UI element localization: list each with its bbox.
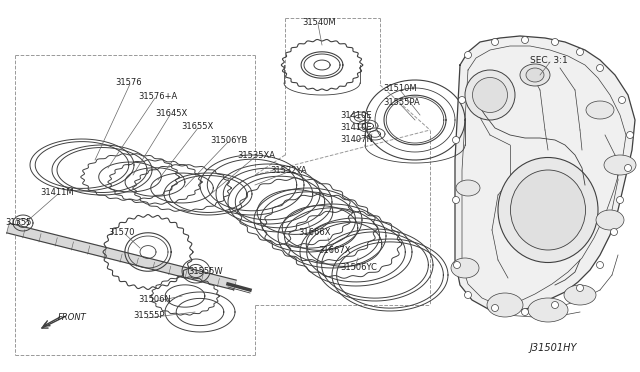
Ellipse shape (511, 170, 586, 250)
Ellipse shape (454, 262, 461, 269)
Ellipse shape (586, 101, 614, 119)
Ellipse shape (522, 36, 529, 44)
Ellipse shape (596, 262, 604, 269)
Ellipse shape (604, 155, 636, 175)
Text: 31555PA: 31555PA (383, 97, 420, 106)
Text: 31506N: 31506N (138, 295, 171, 305)
Text: 31576+A: 31576+A (138, 92, 177, 100)
Ellipse shape (611, 228, 618, 235)
Ellipse shape (451, 258, 479, 278)
Ellipse shape (552, 301, 559, 308)
Text: 31410E: 31410E (340, 110, 372, 119)
Polygon shape (455, 36, 635, 312)
Text: 31645X: 31645X (155, 109, 188, 118)
Ellipse shape (498, 157, 598, 263)
Text: 31540M: 31540M (302, 17, 335, 26)
Ellipse shape (564, 285, 596, 305)
Ellipse shape (492, 305, 499, 311)
Ellipse shape (596, 64, 604, 71)
Ellipse shape (492, 38, 499, 45)
Text: 31555: 31555 (5, 218, 31, 227)
Text: 31410E: 31410E (340, 122, 372, 131)
Text: 31555W: 31555W (188, 267, 223, 276)
Ellipse shape (526, 68, 544, 82)
Ellipse shape (596, 210, 624, 230)
Ellipse shape (465, 51, 472, 58)
Ellipse shape (472, 77, 508, 112)
Ellipse shape (627, 131, 634, 138)
Text: 31667X: 31667X (318, 246, 351, 254)
Ellipse shape (618, 96, 625, 103)
Ellipse shape (577, 48, 584, 55)
Polygon shape (7, 223, 236, 290)
Text: 31666X: 31666X (298, 228, 330, 237)
Text: 31407N: 31407N (340, 135, 373, 144)
Ellipse shape (487, 293, 523, 317)
Ellipse shape (452, 137, 460, 144)
Ellipse shape (465, 292, 472, 298)
Ellipse shape (616, 196, 623, 203)
Text: 31535XA: 31535XA (237, 151, 275, 160)
Text: J31501HY: J31501HY (530, 343, 577, 353)
Text: 31411M: 31411M (40, 187, 74, 196)
Ellipse shape (465, 70, 515, 120)
Text: 31506YB: 31506YB (210, 135, 248, 144)
Text: 31570: 31570 (108, 228, 134, 237)
Text: 31555P: 31555P (133, 311, 164, 321)
Text: 31655X: 31655X (181, 122, 213, 131)
Text: 31510M: 31510M (383, 83, 417, 93)
Ellipse shape (522, 308, 529, 315)
Text: FRONT: FRONT (58, 314, 87, 323)
Text: 31532YA: 31532YA (270, 166, 307, 174)
Text: 31506YC: 31506YC (340, 263, 377, 272)
Ellipse shape (458, 96, 465, 103)
Ellipse shape (452, 196, 460, 203)
Ellipse shape (577, 285, 584, 292)
Ellipse shape (520, 64, 550, 86)
Text: SEC. 3:1: SEC. 3:1 (530, 55, 568, 64)
Ellipse shape (625, 164, 632, 171)
Ellipse shape (528, 298, 568, 322)
Ellipse shape (456, 180, 480, 196)
Text: 31576: 31576 (115, 77, 141, 87)
Ellipse shape (552, 38, 559, 45)
